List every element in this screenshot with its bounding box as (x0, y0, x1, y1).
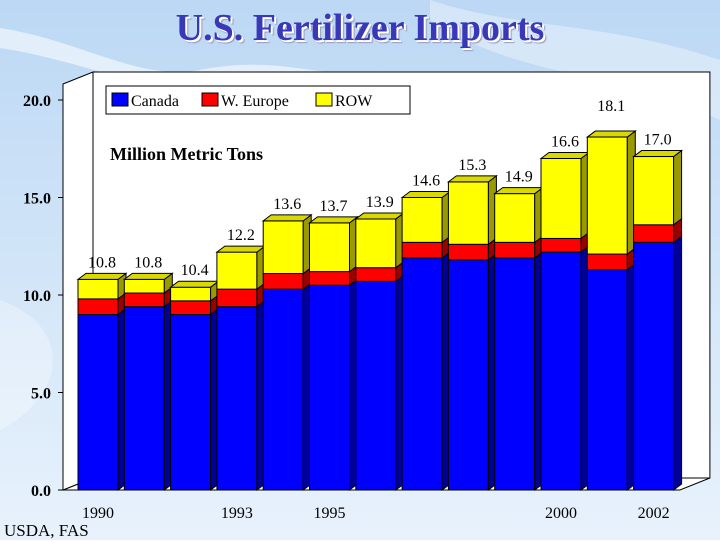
legend-swatch (111, 92, 129, 107)
legend-swatch (315, 92, 333, 107)
bar-segment-row (400, 190, 452, 244)
bar-segment-row (585, 130, 637, 256)
bar-segment-canada (540, 245, 590, 491)
bar-segment-row (122, 272, 174, 295)
bar-segment-row (76, 272, 128, 300)
legend-label: W. Europe (221, 93, 289, 110)
bar-segment-canada (216, 299, 266, 491)
bar-segment-row (446, 174, 498, 246)
bar-segment-row (308, 215, 359, 273)
x-axis: 1990 1993 1995 2000 2002 (82, 505, 670, 522)
source-note: USDA, FAS (4, 521, 89, 540)
bar-segment-canada (447, 252, 497, 491)
bar-segment-canada (355, 274, 405, 491)
legend-label: ROW (335, 93, 373, 110)
total-label: 18.1 (597, 98, 625, 115)
bar-segment-canada (633, 235, 683, 491)
bar-segment-canada (262, 282, 312, 491)
total-label: 14.6 (412, 173, 440, 190)
total-label: 16.6 (551, 134, 579, 151)
legend-label: Canada (131, 93, 179, 110)
unit-label: Million Metric Tons (110, 144, 263, 164)
x-tick-label: 1990 (82, 505, 114, 522)
bar-segment-row (493, 186, 545, 244)
total-label: 10.8 (88, 254, 116, 271)
total-label: 10.8 (134, 254, 162, 271)
y-tick-label: 10.0 (23, 288, 51, 305)
legend-entry: W. Europe (201, 92, 289, 110)
total-label: 13.7 (320, 198, 348, 215)
bar-segment-w-europe (633, 217, 683, 244)
legend-box (105, 85, 411, 115)
bar-segment-row (632, 149, 684, 226)
total-label: 13.9 (366, 194, 394, 211)
legend: Canada W. Europe ROW (105, 85, 411, 115)
total-labels-layer: 10.8 10.8 10.4 12.2 13.6 13.7 13.9 14.6 15.3 14.9… (88, 98, 672, 279)
legend-entry: Canada (111, 92, 179, 110)
total-label: 15.3 (458, 157, 486, 174)
legend-entry: ROW (315, 92, 373, 110)
y-tick-label: 15.0 (23, 191, 51, 208)
y-tick-label: 20.0 (23, 93, 51, 110)
total-label: 12.2 (227, 227, 255, 244)
bar-segment-canada (77, 307, 127, 491)
x-tick-label: 1993 (221, 505, 253, 522)
bar-segment-row (354, 211, 406, 269)
x-tick-label: 2000 (545, 505, 577, 522)
total-label: 10.4 (181, 262, 209, 279)
y-tick-label: 5.0 (31, 386, 51, 403)
bar-segment-canada (123, 299, 173, 491)
bar-segment-row (261, 213, 313, 275)
bar-segment-row (215, 245, 267, 291)
bar-segment-canada (170, 307, 220, 491)
bar-segment-canada (494, 250, 544, 491)
bar-segment-canada (401, 250, 451, 491)
bars-layer (76, 130, 684, 491)
bar-segment-row (539, 151, 591, 240)
bar-segment-canada (586, 262, 636, 491)
x-tick-label: 1995 (314, 505, 346, 522)
y-axis: 0.0 5.0 10.0 15.0 20.0 (23, 84, 64, 500)
total-label: 13.6 (273, 196, 301, 213)
total-label: 14.9 (505, 169, 533, 186)
y-tick-label: 0.0 (31, 483, 51, 500)
x-tick-label: 2002 (638, 505, 670, 522)
total-label: 17.0 (644, 132, 672, 149)
bar-segment-row (169, 280, 221, 302)
legend-swatch (201, 92, 219, 107)
bar-segment-canada (309, 278, 358, 491)
page-title: U.S. Fertilizer Imports (175, 7, 545, 49)
